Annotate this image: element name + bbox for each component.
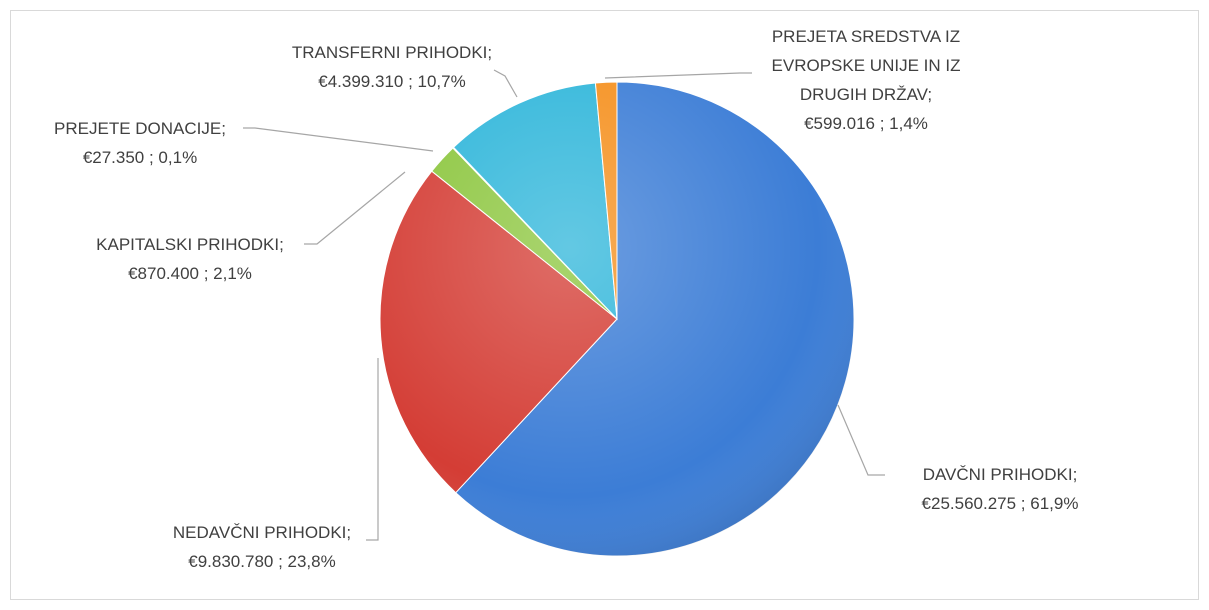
leader-line xyxy=(493,69,518,98)
data-label: TRANSFERNI PRIHODKI; €4.399.310 ; 10,7% xyxy=(262,38,522,96)
label-value: €4.399.310 ; 10,7% xyxy=(318,72,466,91)
data-label: PREJETE DONACIJE; €27.350 ; 0,1% xyxy=(30,114,250,172)
leader-line xyxy=(366,358,379,541)
data-label: KAPITALSKI PRIHODKI; €870.400 ; 2,1% xyxy=(60,230,320,288)
label-category: PREJETE DONACIJE; xyxy=(54,119,226,138)
label-value: €599.016 ; 1,4% xyxy=(804,114,928,133)
leader-line xyxy=(604,72,752,79)
data-label: NEDAVČNI PRIHODKI; €9.830.780 ; 23,8% xyxy=(142,518,382,576)
label-category: DAVČNI PRIHODKI; xyxy=(922,465,1078,484)
data-label: DAVČNI PRIHODKI; €25.560.275 ; 61,9% xyxy=(870,460,1130,518)
pie xyxy=(379,81,855,557)
label-category: TRANSFERNI PRIHODKI; xyxy=(291,43,493,62)
label-value: €27.350 ; 0,1% xyxy=(82,148,198,167)
leader-line xyxy=(243,127,434,152)
label-value: €25.560.275 ; 61,9% xyxy=(921,494,1079,513)
leader-line xyxy=(837,404,885,476)
label-category: PREJETA SREDSTVA IZ EVROPSKE UNIJE IN IZ… xyxy=(771,27,961,104)
label-value: €870.400 ; 2,1% xyxy=(128,264,252,283)
label-category: KAPITALSKI PRIHODKI; xyxy=(96,235,284,254)
leader-line xyxy=(304,171,406,245)
data-label: PREJETA SREDSTVA IZ EVROPSKE UNIJE IN IZ… xyxy=(736,22,996,138)
label-category: NEDAVČNI PRIHODKI; xyxy=(172,523,352,542)
label-value: €9.830.780 ; 23,8% xyxy=(188,552,336,571)
